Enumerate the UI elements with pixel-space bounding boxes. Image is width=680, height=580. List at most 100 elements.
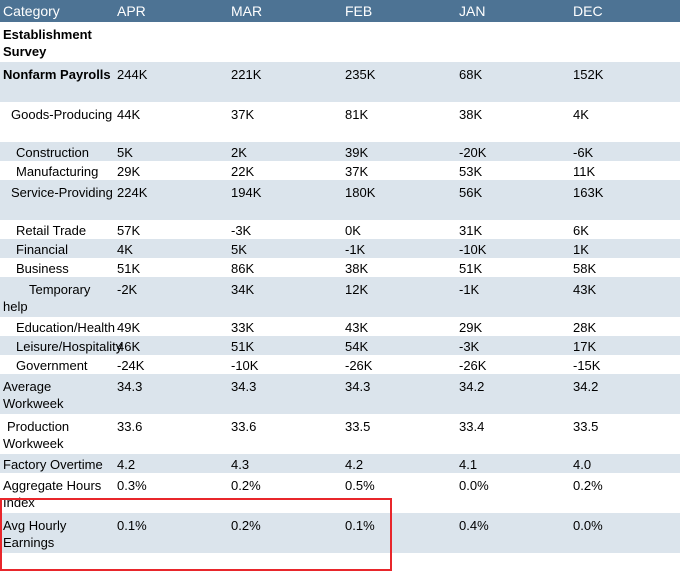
row-label-text: Service-Providing xyxy=(11,185,113,200)
table-row: Factory Overtime 4.2 4.3 4.2 4.1 4.0 xyxy=(0,454,680,473)
cell-mar: 51K xyxy=(228,336,342,355)
cell-jan: 33.4 xyxy=(459,419,485,434)
row-label: Retail Trade xyxy=(16,223,87,238)
cell-apr xyxy=(114,22,228,62)
row-label: Temporary help xyxy=(0,277,114,317)
cell-jan: 38K xyxy=(459,107,483,122)
table-row: Business 51K 86K 38K 51K 58K xyxy=(0,258,680,277)
row-label: Construction xyxy=(0,142,114,161)
cell-dec: 28K xyxy=(573,320,597,335)
cell-feb: 33.5 xyxy=(345,419,371,434)
row-label: Average Workweek xyxy=(0,374,114,414)
cell-dec: 43K xyxy=(570,277,680,317)
row-label: Avg Hourly Earnings xyxy=(0,513,114,553)
cell-jan xyxy=(456,22,570,62)
cell-feb: 0K xyxy=(345,223,361,238)
cell-mar: 221K xyxy=(228,62,342,102)
cell-mar: 0.2% xyxy=(228,513,342,553)
table-row: Avg Hourly Earnings 0.1% 0.2% 0.1% 0.4% … xyxy=(0,513,680,553)
table-row: Average Workweek 34.3 34.3 34.3 34.2 34.… xyxy=(0,374,680,414)
row-label: Goods-Producing xyxy=(0,102,114,142)
cell-jan: -1K xyxy=(456,277,570,317)
cell-dec xyxy=(570,22,680,62)
table-row: Education/Health 49K 33K 43K 29K 28K xyxy=(0,317,680,336)
header-category: Category xyxy=(0,0,114,22)
cell-jan: 53K xyxy=(459,164,483,179)
cell-dec: 163K xyxy=(570,180,680,220)
cell-jan: 68K xyxy=(456,62,570,102)
cell-dec: 34.2 xyxy=(570,374,680,414)
cell-apr: 4.2 xyxy=(114,454,228,473)
cell-mar: 33.6 xyxy=(231,419,257,434)
header-feb: FEB xyxy=(342,0,456,22)
table-row: Retail Trade 57K -3K 0K 31K 6K xyxy=(0,220,680,239)
cell-dec: 152K xyxy=(570,62,680,102)
cell-feb: 54K xyxy=(342,336,456,355)
cell-mar: 5K xyxy=(228,239,342,258)
cell-jan: -10K xyxy=(456,239,570,258)
cell-jan: -3K xyxy=(456,336,570,355)
cell-apr: 51K xyxy=(117,261,141,276)
cell-feb: -26K xyxy=(345,358,373,373)
cell-jan: 29K xyxy=(459,320,483,335)
cell-mar: 34K xyxy=(228,277,342,317)
cell-feb: 81K xyxy=(345,107,369,122)
cell-feb: 37K xyxy=(345,164,369,179)
table-row: Temporary help -2K 34K 12K -1K 43K xyxy=(0,277,680,317)
cell-apr: 0.3% xyxy=(117,478,147,493)
cell-mar: -3K xyxy=(231,223,252,238)
table-row: Service-Providing 224K 194K 180K 56K 163… xyxy=(0,180,680,220)
table-row: Nonfarm Payrolls 244K 221K 235K 68K 152K xyxy=(0,62,680,102)
header-jan: JAN xyxy=(456,0,570,22)
cell-mar: 0.2% xyxy=(231,478,261,493)
cell-feb: 235K xyxy=(342,62,456,102)
cell-jan: 0.0% xyxy=(459,478,489,493)
cell-dec: 1K xyxy=(570,239,680,258)
row-label: Government xyxy=(16,358,88,373)
cell-apr: 33.6 xyxy=(117,419,143,434)
cell-apr: 4K xyxy=(114,239,228,258)
header-row: Category APR MAR FEB JAN DEC xyxy=(0,0,680,22)
cell-dec: 0.2% xyxy=(573,478,603,493)
header-dec: DEC xyxy=(570,0,680,22)
table-row: Construction 5K 2K 39K -20K -6K xyxy=(0,142,680,161)
table-row: Manufacturing 29K 22K 37K 53K 11K xyxy=(0,161,680,180)
cell-mar: 33K xyxy=(231,320,255,335)
table-row: Establishment Survey xyxy=(0,22,680,62)
cell-apr: 0.1% xyxy=(114,513,228,553)
header-apr: APR xyxy=(114,0,228,22)
row-label: Education/Health xyxy=(16,320,116,335)
cell-feb: 0.1% xyxy=(342,513,456,553)
table-row: Leisure/Hospitality 46K 51K 54K -3K 17K xyxy=(0,336,680,355)
cell-dec: -6K xyxy=(570,142,680,161)
cell-dec: 58K xyxy=(573,261,597,276)
cell-dec: 4K xyxy=(573,107,589,122)
cell-mar: 86K xyxy=(231,261,255,276)
cell-mar xyxy=(228,22,342,62)
table-row: Production Workweek 33.6 33.6 33.5 33.4 … xyxy=(0,414,680,454)
row-label: Business xyxy=(16,261,69,276)
cell-dec: 4.0 xyxy=(570,454,680,473)
cell-dec: 17K xyxy=(570,336,680,355)
row-label-text: Production Workweek xyxy=(3,419,70,451)
cell-feb: 4.2 xyxy=(342,454,456,473)
table-row: Goods-Producing 44K 37K 81K 38K 4K xyxy=(0,102,680,142)
cell-jan: 34.2 xyxy=(456,374,570,414)
cell-apr: 224K xyxy=(114,180,228,220)
cell-apr: 46K xyxy=(114,336,228,355)
cell-apr: -24K xyxy=(117,358,145,373)
cell-feb: 38K xyxy=(345,261,369,276)
cell-mar: 2K xyxy=(228,142,342,161)
cell-feb: 34.3 xyxy=(342,374,456,414)
cell-feb: 39K xyxy=(342,142,456,161)
cell-apr: 5K xyxy=(114,142,228,161)
cell-jan: 4.1 xyxy=(456,454,570,473)
row-label: Service-Providing xyxy=(0,180,114,220)
cell-apr: 44K xyxy=(117,107,141,122)
cell-dec: 6K xyxy=(573,223,589,238)
row-label-text: Goods-Producing xyxy=(11,107,113,122)
row-label: Factory Overtime xyxy=(0,454,114,473)
cell-dec: 33.5 xyxy=(573,419,599,434)
row-label: Nonfarm Payrolls xyxy=(0,62,114,102)
cell-jan: 56K xyxy=(456,180,570,220)
